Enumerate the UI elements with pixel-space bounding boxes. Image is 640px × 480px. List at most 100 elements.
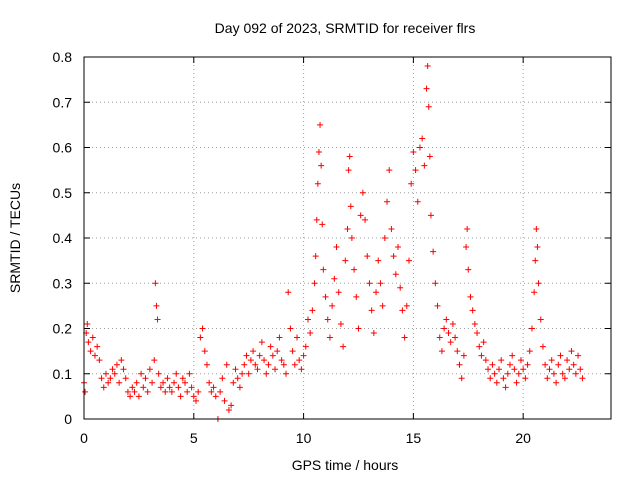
data-point xyxy=(513,379,520,386)
data-point xyxy=(375,257,382,264)
data-point xyxy=(243,352,250,359)
data-point xyxy=(312,253,319,260)
data-point xyxy=(373,289,380,296)
data-point xyxy=(464,225,471,232)
data-point xyxy=(458,375,465,382)
data-point xyxy=(164,375,171,382)
data-point xyxy=(280,361,287,368)
data-point xyxy=(160,379,167,386)
data-point xyxy=(154,316,161,323)
data-point xyxy=(140,384,147,391)
grid-lines xyxy=(84,57,611,419)
data-point xyxy=(478,352,485,359)
data-point xyxy=(199,325,206,332)
data-point xyxy=(120,366,127,373)
x-tick-label: 15 xyxy=(406,430,422,446)
data-point xyxy=(302,343,309,350)
data-point xyxy=(188,384,195,391)
data-point xyxy=(469,307,476,314)
data-point xyxy=(405,257,412,264)
data-point xyxy=(353,293,360,300)
data-point xyxy=(421,162,428,169)
data-point xyxy=(517,357,524,364)
data-point xyxy=(489,361,496,368)
data-point xyxy=(504,370,511,377)
data-point xyxy=(579,375,586,382)
data-point xyxy=(124,388,131,395)
data-point xyxy=(423,85,430,92)
data-point xyxy=(129,384,136,391)
data-point xyxy=(561,375,568,382)
data-point xyxy=(192,397,199,404)
data-point xyxy=(441,325,448,332)
data-point xyxy=(84,320,91,327)
data-point xyxy=(482,357,489,364)
data-point xyxy=(197,334,204,341)
data-point xyxy=(386,167,393,174)
data-point xyxy=(314,180,321,187)
data-point xyxy=(309,307,316,314)
data-point xyxy=(82,388,89,395)
data-point xyxy=(135,393,142,400)
data-point xyxy=(142,375,149,382)
data-point xyxy=(515,370,522,377)
data-point xyxy=(392,271,399,278)
data-point xyxy=(304,316,311,323)
x-tick-label: 20 xyxy=(515,430,531,446)
data-point xyxy=(408,180,415,187)
data-point xyxy=(263,370,270,377)
data-point xyxy=(362,216,369,223)
data-point xyxy=(401,334,408,341)
data-point xyxy=(225,406,232,413)
data-point xyxy=(526,348,533,355)
data-point xyxy=(550,370,557,377)
data-point xyxy=(317,121,324,128)
data-point xyxy=(346,153,353,160)
data-point xyxy=(168,388,175,395)
data-point xyxy=(388,225,395,232)
data-point xyxy=(289,348,296,355)
data-point xyxy=(520,366,527,373)
data-point xyxy=(412,167,419,174)
data-point xyxy=(419,135,426,142)
data-point xyxy=(522,375,529,382)
data-point xyxy=(228,402,235,409)
x-tick-label: 5 xyxy=(190,430,198,446)
data-point xyxy=(272,366,279,373)
x-axis-label: GPS time / hours xyxy=(292,457,399,473)
data-point xyxy=(575,352,582,359)
data-point xyxy=(432,280,439,287)
data-point xyxy=(245,370,252,377)
data-point xyxy=(153,302,160,309)
data-point xyxy=(230,379,237,386)
data-point xyxy=(480,339,487,346)
data-point xyxy=(355,325,362,332)
data-point xyxy=(107,375,114,382)
data-point xyxy=(276,334,283,341)
data-point xyxy=(109,366,116,373)
data-point xyxy=(506,361,513,368)
y-tick-label: 0.2 xyxy=(53,321,73,337)
data-point xyxy=(293,334,300,341)
data-point xyxy=(98,375,105,382)
data-point xyxy=(449,320,456,327)
data-point xyxy=(182,379,189,386)
data-point xyxy=(370,330,377,337)
data-point xyxy=(186,370,193,377)
data-point xyxy=(496,366,503,373)
data-point xyxy=(534,244,541,251)
data-point xyxy=(195,388,202,395)
y-tick-label: 0.5 xyxy=(53,185,73,201)
data-point xyxy=(206,379,213,386)
data-point xyxy=(274,348,281,355)
data-point xyxy=(234,375,241,382)
data-point xyxy=(210,384,217,391)
y-tick-label: 0.1 xyxy=(53,366,73,382)
data-point xyxy=(232,366,239,373)
data-point xyxy=(173,370,180,377)
data-point xyxy=(467,293,474,300)
data-point xyxy=(283,370,290,377)
y-axis: 0 0.1 0.2 0.3 0.4 0.5 0.6 0.7 0.8 xyxy=(53,49,611,427)
data-point xyxy=(434,302,441,309)
data-point xyxy=(539,343,546,350)
